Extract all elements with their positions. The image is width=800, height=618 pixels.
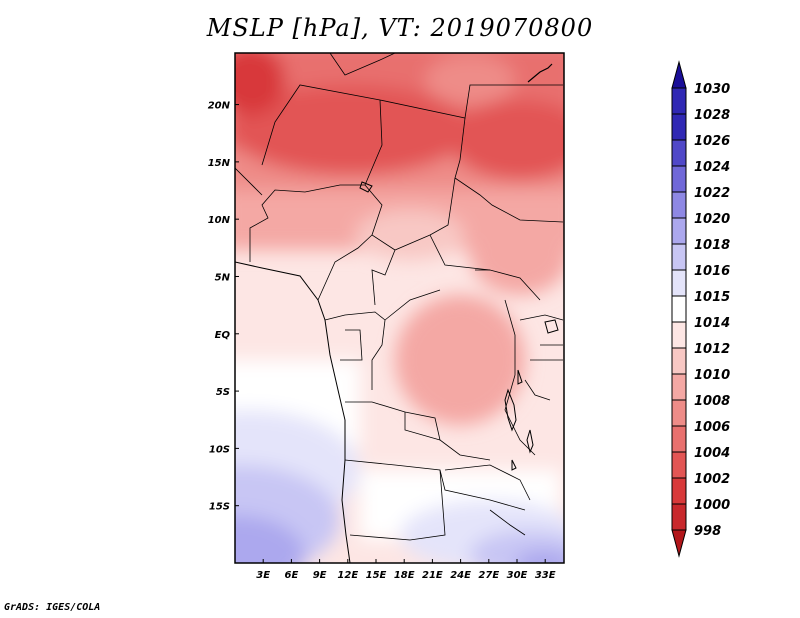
y-tick-label: 20N bbox=[208, 101, 231, 112]
colorbar-swatch bbox=[671, 399, 687, 427]
colorbar-swatch bbox=[671, 373, 687, 401]
colorbar-label: 1015 bbox=[694, 290, 730, 305]
x-tick-label: 6E bbox=[285, 570, 299, 581]
east-trough bbox=[470, 215, 564, 295]
north-patch bbox=[425, 55, 515, 105]
y-tick-label: 10N bbox=[208, 215, 231, 226]
red-sea-coast bbox=[527, 63, 553, 83]
colorbar-label: 1010 bbox=[694, 368, 730, 383]
colorbar-swatch bbox=[671, 347, 687, 375]
grads-credit: GrADS: IGES/COLA bbox=[4, 602, 101, 613]
y-tick-label: 15S bbox=[209, 502, 230, 513]
y-tick-label: 15N bbox=[208, 158, 231, 169]
colorbar-label: 1020 bbox=[694, 212, 730, 227]
colorbar-label: 998 bbox=[694, 524, 721, 539]
colorbar-swatch bbox=[671, 165, 687, 193]
low-sahara-west bbox=[235, 85, 470, 175]
colorbar-swatch bbox=[671, 451, 687, 479]
colorbar-label: 1024 bbox=[694, 160, 730, 175]
colorbar-label: 1004 bbox=[694, 446, 730, 461]
x-tick-label: 12E bbox=[337, 570, 358, 581]
high-1020 bbox=[235, 515, 305, 563]
colorbar-swatch bbox=[671, 425, 687, 453]
chart-title: MSLP [hPa], VT: 2019070800 bbox=[206, 14, 594, 42]
coastline bbox=[235, 261, 351, 563]
colorbar-arrow-bottom bbox=[671, 529, 687, 558]
colorbar-label: 1002 bbox=[694, 472, 730, 487]
y-tick-label: 5N bbox=[215, 272, 231, 283]
x-axis: 3E 6E 9E 12E 15E 18E 21E 24E 27E 30E 33E bbox=[256, 559, 556, 581]
colorbar-label: 1030 bbox=[694, 82, 730, 97]
colorbar-label: 1008 bbox=[694, 394, 730, 409]
country-borders bbox=[235, 53, 564, 541]
colorbar-swatch bbox=[671, 477, 687, 505]
y-tick-label: 5S bbox=[216, 387, 230, 398]
colorbar: 998 1000 1002 1004 1006 1008 1010 1012 1014 1015 1… bbox=[671, 60, 730, 558]
colorbar-swatch bbox=[671, 217, 687, 245]
colorbar-label: 1022 bbox=[694, 186, 730, 201]
colorbar-swatch bbox=[671, 243, 687, 271]
map-frame bbox=[234, 52, 565, 564]
y-tick-label: 10S bbox=[209, 444, 230, 455]
x-tick-label: 24E bbox=[450, 570, 471, 581]
colorbar-label: 1028 bbox=[694, 108, 730, 123]
low-sahara-east bbox=[450, 100, 564, 180]
colorbar-label: 1026 bbox=[694, 134, 730, 149]
pressure-field bbox=[235, 53, 564, 563]
x-tick-label: 30E bbox=[507, 570, 528, 581]
colorbar-swatch bbox=[671, 503, 687, 531]
colorbar-label: 1000 bbox=[694, 498, 730, 513]
lakes bbox=[359, 181, 559, 471]
x-tick-label: 15E bbox=[366, 570, 387, 581]
x-tick-label: 27E bbox=[478, 570, 499, 581]
colorbar-label: 1016 bbox=[694, 264, 730, 279]
y-tick-label: EQ bbox=[215, 330, 231, 341]
x-tick-label: 3E bbox=[256, 570, 270, 581]
colorbar-swatch bbox=[671, 139, 687, 167]
colorbar-swatch bbox=[671, 269, 687, 297]
low-northwest bbox=[235, 53, 285, 115]
colorbar-label: 1018 bbox=[694, 238, 730, 253]
colorbar-label: 1006 bbox=[694, 420, 730, 435]
colorbar-swatch bbox=[671, 321, 687, 349]
colorbar-swatch bbox=[671, 87, 687, 115]
y-axis: 20N 15N 10N 5N EQ 5S 10S 15S bbox=[208, 101, 239, 513]
colorbar-swatch bbox=[671, 191, 687, 219]
x-tick-label: 18E bbox=[394, 570, 415, 581]
pressure-contours bbox=[235, 53, 564, 563]
x-tick-label: 9E bbox=[313, 570, 327, 581]
south-high-1020 bbox=[515, 550, 564, 563]
colorbar-swatch bbox=[671, 113, 687, 141]
colorbar-arrow-top bbox=[671, 60, 687, 89]
x-tick-label: 21E bbox=[422, 570, 443, 581]
colorbar-swatch bbox=[671, 295, 687, 323]
colorbar-label: 1012 bbox=[694, 342, 730, 357]
colorbar-label: 1014 bbox=[694, 316, 730, 331]
x-tick-label: 33E bbox=[535, 570, 556, 581]
central-patch bbox=[355, 210, 465, 260]
congo-trough bbox=[395, 295, 525, 425]
